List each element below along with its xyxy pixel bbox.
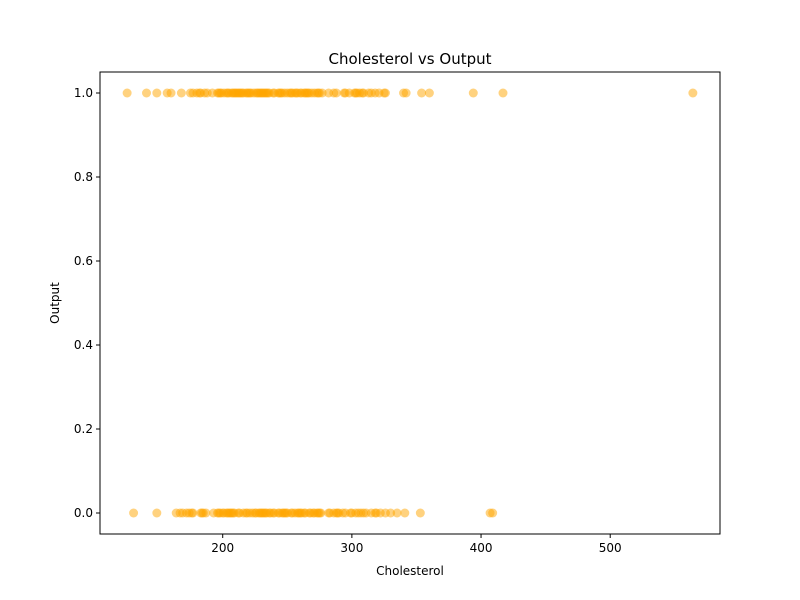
data-point: [142, 88, 151, 98]
y-tick-label: 0.2: [74, 422, 93, 436]
data-point: [317, 88, 327, 98]
y-tick-label: 0.4: [74, 338, 93, 352]
plot-frame: [99, 71, 721, 535]
x-tick-label: 400: [470, 541, 493, 555]
data-point: [424, 88, 434, 98]
chart-title: Cholesterol vs Output: [329, 50, 492, 68]
data-points: [122, 88, 698, 518]
data-point: [498, 88, 508, 98]
data-point: [401, 88, 411, 98]
data-point: [386, 508, 396, 518]
data-point: [688, 88, 698, 98]
data-point: [468, 88, 478, 98]
data-point: [188, 508, 198, 518]
data-point: [417, 88, 427, 98]
data-point: [176, 88, 186, 98]
data-point: [122, 88, 132, 98]
data-point: [392, 508, 402, 518]
y-tick-label: 0.8: [74, 170, 93, 184]
y-tick-label: 1.0: [74, 86, 93, 100]
data-point: [201, 508, 211, 518]
x-tick-label: 200: [211, 541, 234, 555]
data-point: [129, 508, 139, 518]
data-point: [331, 88, 341, 98]
data-point: [415, 508, 425, 518]
data-point: [316, 508, 326, 518]
y-axis-label: Output: [48, 282, 62, 324]
data-point: [380, 88, 390, 98]
y-tick-label: 0.6: [74, 254, 93, 268]
data-point: [166, 88, 176, 98]
data-point: [152, 508, 162, 518]
y-tick-label: 0.0: [74, 506, 93, 520]
x-tick-label: 300: [340, 541, 363, 555]
data-point: [400, 508, 410, 518]
axes: 200 300 400 500 0.0 0.2 0.4 0.6 0.8 1.0: [74, 71, 721, 555]
data-point: [488, 508, 498, 518]
x-axis-label: Cholesterol: [376, 564, 444, 578]
data-point: [152, 88, 162, 98]
x-tick-label: 500: [599, 541, 622, 555]
